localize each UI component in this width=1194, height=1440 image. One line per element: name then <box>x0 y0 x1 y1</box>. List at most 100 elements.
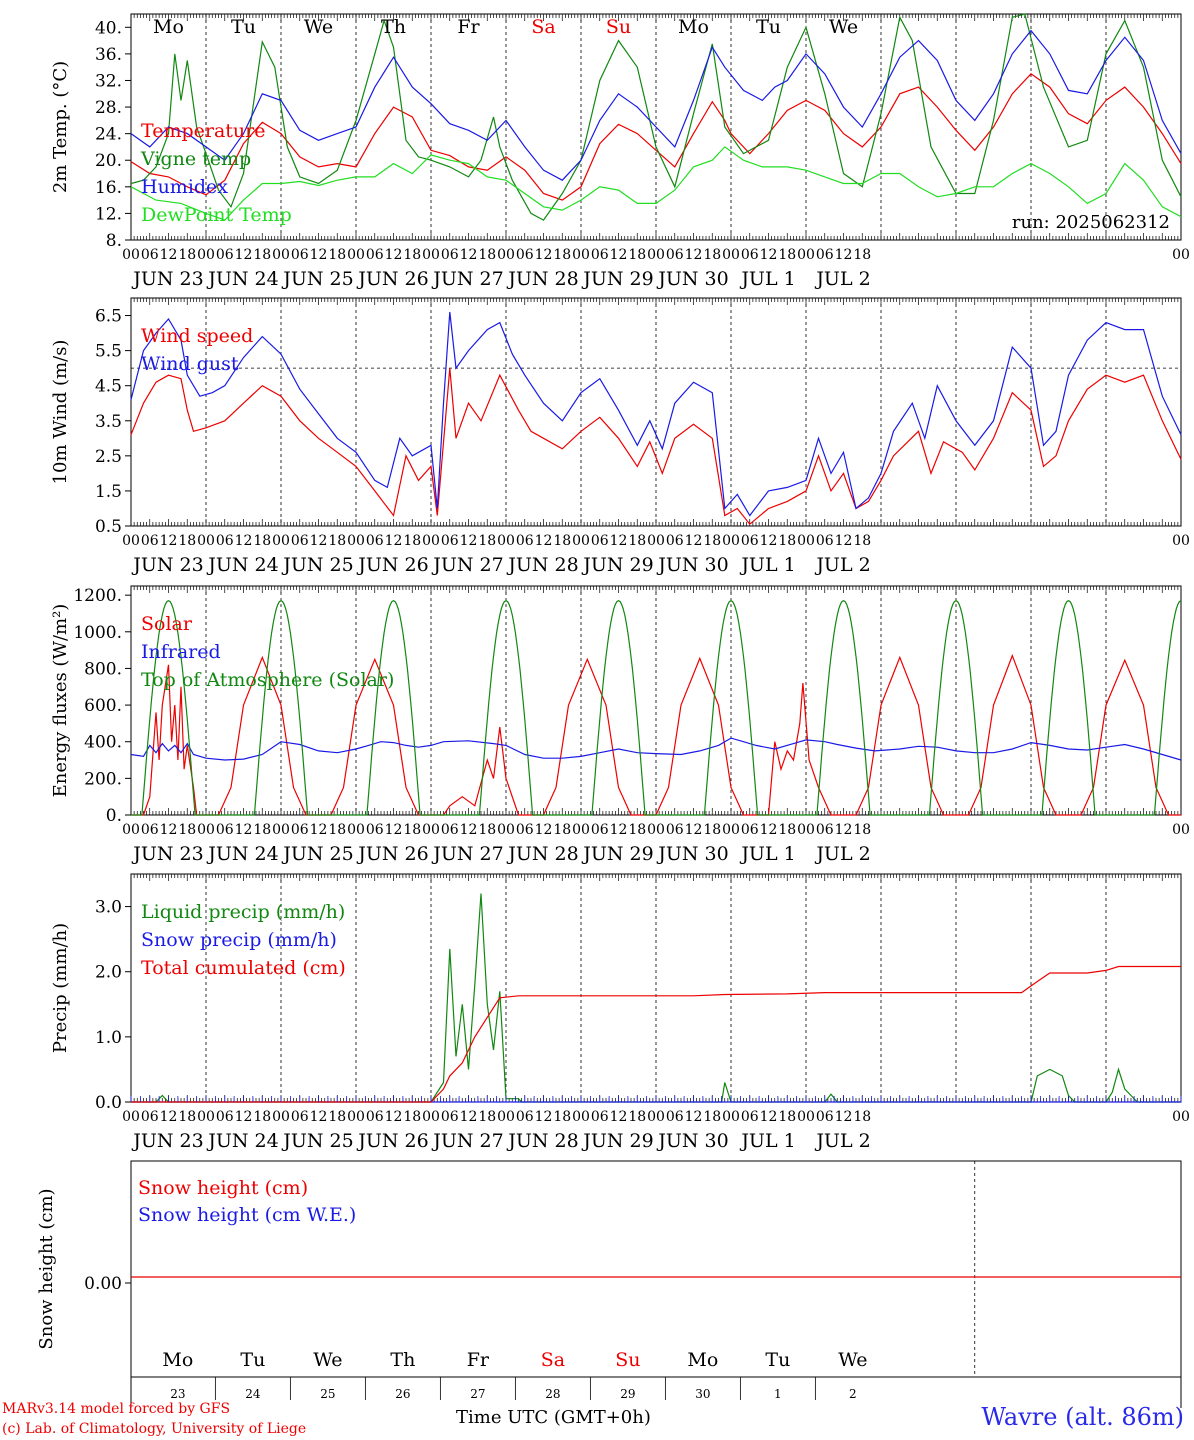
hour-label: 06 <box>816 533 834 549</box>
hour-label: 06 <box>141 533 159 549</box>
date-label: JUN 29 <box>581 1130 653 1152</box>
hour-label: 00 <box>272 1109 290 1125</box>
hour-label: 00 <box>497 1109 515 1125</box>
y-tick-label: 1000. <box>73 623 122 643</box>
y-tick-label: 1200. <box>73 586 122 606</box>
hour-label: 12 <box>385 1109 403 1125</box>
weekday-label: Mo <box>162 1349 193 1371</box>
hour-label: 00 <box>797 533 815 549</box>
hour-label: 18 <box>253 247 271 263</box>
hour-label: 00 <box>497 247 515 263</box>
date-label: JUN 23 <box>131 1130 203 1152</box>
hour-label: 12 <box>235 533 253 549</box>
y-axis-label: Snow height (cm) <box>36 1188 57 1349</box>
hour-label: 00 <box>422 822 440 838</box>
hour-label: 06 <box>516 822 534 838</box>
hour-label: 12 <box>460 1109 478 1125</box>
hour-label: 18 <box>328 822 346 838</box>
hour-label: 18 <box>553 1109 571 1125</box>
weekday-label: We <box>304 16 333 38</box>
hour-label: 06 <box>516 1109 534 1125</box>
hour-label: 18 <box>478 822 496 838</box>
y-tick-label: 8. <box>106 231 122 251</box>
x-axis-title: Time UTC (GMT+0h) <box>456 1407 651 1428</box>
panel-1: 2m Temp. (°C) <box>50 13 1182 241</box>
y-tick-label: 12. <box>95 204 122 224</box>
date-label: JUN 30 <box>656 843 728 865</box>
hour-label: 12 <box>385 533 403 549</box>
hour-label: 18 <box>628 822 646 838</box>
date-label: JUL 2 <box>814 268 870 290</box>
hour-label: 06 <box>141 247 159 263</box>
series-line <box>130 311 1182 517</box>
hour-label: 06 <box>591 822 609 838</box>
hour-label: 12 <box>760 247 778 263</box>
y-tick-label: 0. <box>106 806 122 826</box>
hour-label: 12 <box>460 247 478 263</box>
date-label: JUN 26 <box>356 843 428 865</box>
hour-label: 12 <box>235 247 253 263</box>
hour-label: 18 <box>778 1109 796 1125</box>
hour-label: 00 <box>797 1109 815 1125</box>
y-tick-label: 0.00 <box>84 1274 122 1294</box>
y-axis-label: 10m Wind (m/s) <box>50 340 71 485</box>
hour-label: 06 <box>666 533 684 549</box>
hour-label: 12 <box>160 247 178 263</box>
hour-label: 00 <box>122 533 140 549</box>
series-line <box>130 73 1182 201</box>
hour-label: 00 <box>497 822 515 838</box>
date-label: JUL 1 <box>739 843 795 865</box>
hour-label: 00 <box>497 533 515 549</box>
hour-label: 06 <box>516 533 534 549</box>
hour-label: 18 <box>178 247 196 263</box>
date-label: JUN 30 <box>656 1130 728 1152</box>
date-label: JUN 27 <box>431 843 503 865</box>
hour-label: 18 <box>403 822 421 838</box>
hour-label: 12 <box>160 1109 178 1125</box>
date-label: JUN 24 <box>206 1130 278 1152</box>
date-label: JUN 25 <box>281 843 353 865</box>
y-axis-label: Precip (mm/h) <box>50 923 71 1053</box>
hour-label: 00 <box>1172 247 1190 263</box>
y-tick-label: 4.5 <box>95 377 122 397</box>
hour-label: 00 <box>722 533 740 549</box>
series-line <box>130 13 1182 221</box>
date-label: JUN 27 <box>431 1130 503 1152</box>
weekday-label: Mo <box>678 16 709 38</box>
y-tick-label: 24. <box>95 125 122 145</box>
hour-label: 18 <box>553 247 571 263</box>
day-number: 24 <box>245 1387 261 1401</box>
weekday-label: Su <box>615 1349 640 1371</box>
hour-label: 12 <box>160 533 178 549</box>
series-line <box>130 29 1182 181</box>
hour-label: 18 <box>328 1109 346 1125</box>
hour-label: 18 <box>778 533 796 549</box>
y-tick-label: 600. <box>84 696 122 716</box>
y-tick-label: 0.5 <box>95 517 122 537</box>
hour-label: 06 <box>666 822 684 838</box>
hour-label: 00 <box>797 247 815 263</box>
hour-label: 00 <box>572 533 590 549</box>
hour-label: 00 <box>1172 533 1190 549</box>
y-tick-label: 20. <box>95 151 122 171</box>
date-label: JUL 2 <box>814 1130 870 1152</box>
day-number: 26 <box>395 1387 410 1401</box>
day-number: 27 <box>470 1387 485 1401</box>
legend-entry: Snow height (cm W.E.) <box>138 1204 356 1226</box>
day-number: 25 <box>320 1387 335 1401</box>
hour-label: 18 <box>628 1109 646 1125</box>
date-label: JUN 28 <box>506 843 578 865</box>
hour-label: 06 <box>666 247 684 263</box>
hour-label: 18 <box>703 1109 721 1125</box>
hour-label: 18 <box>403 1109 421 1125</box>
y-tick-label: 200. <box>84 769 122 789</box>
hour-label: 06 <box>741 533 759 549</box>
hour-label: 00 <box>1172 1109 1190 1125</box>
hour-label: 18 <box>853 247 871 263</box>
hour-label: 06 <box>366 822 384 838</box>
run-label: run: 2025062312 <box>1012 212 1170 233</box>
hour-label: 12 <box>685 1109 703 1125</box>
date-label: JUN 27 <box>431 268 503 290</box>
hour-label: 12 <box>385 822 403 838</box>
